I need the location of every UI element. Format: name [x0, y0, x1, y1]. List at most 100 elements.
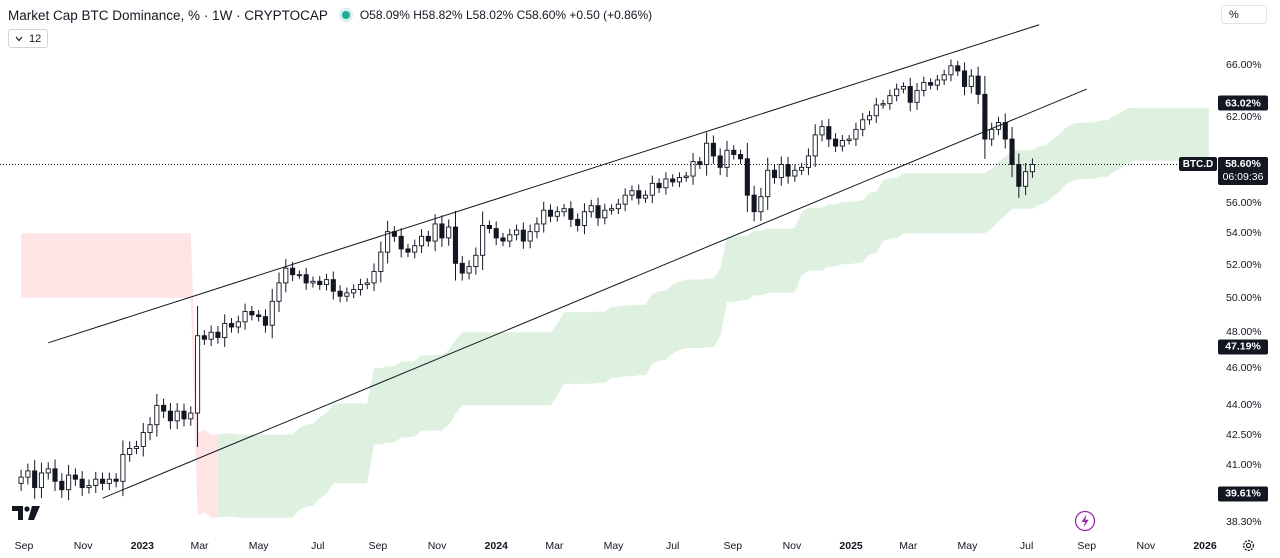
indicator-length-toggle[interactable]: 12 — [8, 29, 49, 48]
candle-body — [704, 142, 710, 165]
gear-icon[interactable] — [1241, 538, 1256, 558]
time-axis-tick: Jul — [665, 540, 680, 552]
candle-body — [425, 235, 431, 242]
candle-body — [568, 208, 574, 220]
candle-body — [527, 231, 533, 242]
candle-body — [1002, 122, 1008, 140]
time-axis-tick: May — [248, 540, 269, 552]
candle-body — [921, 82, 927, 91]
candle-body — [378, 251, 384, 272]
time-axis-tick: Nov — [427, 540, 447, 552]
candle-body — [507, 234, 513, 242]
candle-body — [344, 292, 350, 297]
candle-body — [948, 65, 954, 76]
price-axis-tick: 44.00% — [1226, 399, 1262, 412]
candle-body — [866, 115, 873, 121]
scale-mode-button[interactable]: % — [1221, 5, 1267, 24]
candle-body — [99, 478, 106, 484]
candle-body — [167, 410, 173, 422]
candle-body — [690, 161, 696, 177]
candle-body — [106, 478, 112, 484]
time-axis-tick: 2025 — [839, 540, 863, 552]
candle-body — [18, 476, 24, 484]
candle-body — [989, 128, 995, 140]
candle-body — [717, 155, 723, 168]
candle-body — [446, 226, 452, 239]
candle-body — [45, 468, 51, 474]
candle-body — [771, 169, 778, 178]
open-value: O58.09% — [359, 8, 410, 22]
candle-body — [629, 190, 635, 196]
candle-body — [1029, 164, 1035, 173]
symbol-tag: BTC.D — [1179, 157, 1217, 171]
candle-body — [737, 154, 744, 160]
candle-body — [154, 404, 160, 426]
ichimoku-cloud — [21, 107, 1209, 518]
candle-body — [459, 262, 465, 274]
trend-channel[interactable] — [48, 24, 1087, 499]
candle-body — [907, 86, 913, 103]
symbol-title[interactable]: Market Cap BTC Dominance, % · 1W · CRYPT… — [8, 7, 328, 23]
candlestick-series — [18, 59, 1035, 501]
candle-body — [547, 209, 554, 217]
price-axis-tick: 38.30% — [1226, 516, 1262, 528]
candle-body — [32, 470, 38, 489]
candle-body — [493, 228, 499, 239]
candle-body — [853, 128, 859, 140]
candle-body — [656, 182, 662, 189]
candle-body — [133, 446, 140, 449]
candle-body — [975, 75, 981, 95]
candle-body — [439, 223, 445, 239]
candle-body — [262, 316, 268, 326]
candle-body — [887, 95, 893, 105]
candle-body — [1009, 138, 1015, 165]
tradingview-logo-icon[interactable] — [12, 506, 40, 525]
lightning-icon[interactable] — [1074, 510, 1096, 537]
candle-body — [195, 335, 201, 414]
current-price-tag: 58.60% 06:09:36 — [1218, 157, 1268, 185]
chart-legend: Market Cap BTC Dominance, % · 1W · CRYPT… — [8, 6, 652, 24]
candle-body — [812, 134, 818, 157]
candle-body — [66, 474, 72, 491]
candle-body — [934, 79, 940, 86]
candle-body — [541, 209, 547, 225]
candle-body — [636, 190, 642, 199]
candle-body — [79, 478, 85, 489]
candle-body — [127, 448, 133, 455]
candle-body — [59, 480, 65, 491]
candle-body — [228, 323, 235, 328]
time-axis-tick: 2023 — [130, 540, 154, 552]
candle-body — [269, 300, 275, 326]
low-value: L58.02% — [465, 8, 514, 22]
candle-body — [276, 282, 282, 302]
candle-body — [351, 289, 357, 294]
candle-body — [235, 321, 241, 328]
current-price: 58.60% — [1225, 158, 1261, 170]
candle-body — [900, 86, 907, 90]
candle-body — [683, 175, 689, 178]
price-axis-tick: 50.00% — [1226, 291, 1262, 304]
candle-body — [181, 410, 187, 420]
candle-body — [249, 311, 255, 316]
candle-body — [222, 323, 228, 338]
candle-body — [120, 454, 126, 482]
candle-body — [914, 89, 920, 103]
price-axis-tick: 56.00% — [1226, 196, 1262, 209]
candle-body — [744, 158, 750, 196]
time-axis-tick: Jul — [311, 540, 325, 552]
time-axis-tick: Sep — [368, 540, 388, 552]
candle-body — [405, 248, 411, 253]
candle-body — [622, 194, 628, 205]
candle-body — [398, 235, 404, 250]
price-axis-highlight: 63.02% — [1218, 95, 1268, 111]
time-axis-tick: Jul — [1019, 540, 1034, 552]
candle-body — [751, 194, 757, 213]
time-axis-tick: Mar — [545, 540, 564, 552]
channel-upper-line[interactable] — [48, 24, 1040, 344]
channel-lower-line[interactable] — [102, 88, 1087, 499]
candle-body — [147, 424, 153, 434]
candle-body — [466, 266, 472, 274]
candle-body — [330, 279, 336, 292]
candle-body — [1023, 171, 1029, 187]
